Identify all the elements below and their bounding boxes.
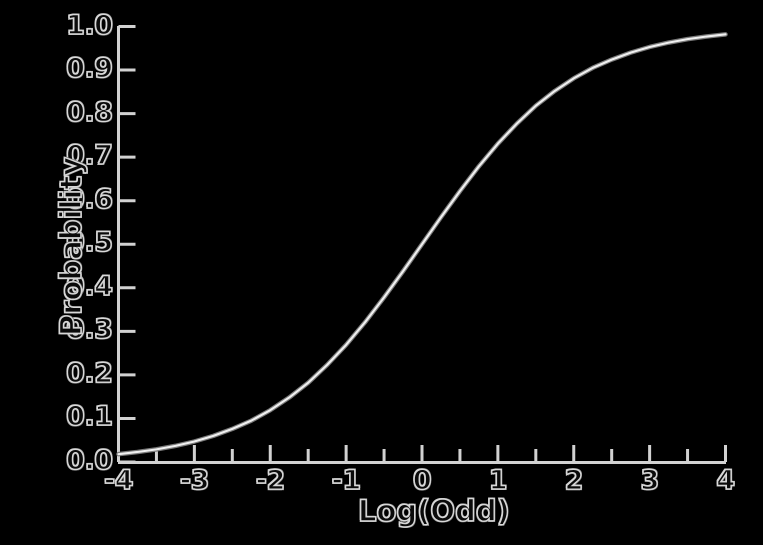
y-axis-title: Probability: [53, 156, 88, 337]
y-axis-tick-label: 0.0: [65, 444, 113, 476]
y-axis-ticks: [118, 25, 136, 464]
y-axis-tick-label: 0.7: [65, 139, 113, 172]
y-axis-title-wrap: Probability: [14, 156, 88, 337]
x-axis-title: Log(Odd): [357, 493, 510, 528]
x-axis-tick-label: 3: [640, 464, 660, 496]
x-axis-tick-label: 4: [716, 464, 736, 496]
y-axis-tick-label: 0.9: [65, 52, 113, 85]
y-axis-tick-label: 0.6: [65, 183, 113, 215]
y-axis-tick-label: 1.0: [65, 9, 113, 41]
y-axis-tick-label: 0.3: [65, 314, 113, 346]
x-axis-tick-label: -2: [255, 464, 286, 496]
x-axis-tick-label: 0: [412, 464, 432, 496]
x-axis-tick-label: -4: [103, 464, 134, 496]
x-axis-tick-label: 1: [488, 464, 508, 496]
x-axis-tick-label: 2: [564, 464, 584, 496]
y-axis-tick-label: 0.8: [65, 96, 113, 128]
logistic-curve-line: [117, 33, 727, 456]
y-axis-tick-label: 0.4: [65, 270, 113, 302]
x-axis-tick-label: -3: [179, 464, 210, 496]
y-axis-tick-label: 0.2: [65, 357, 113, 389]
x-axis-major-ticks: [117, 445, 727, 462]
y-axis-tick-label: 0.5: [65, 227, 113, 259]
y-axis-tick-label: 0.1: [65, 401, 113, 433]
x-axis-tick-label: -1: [331, 464, 362, 496]
